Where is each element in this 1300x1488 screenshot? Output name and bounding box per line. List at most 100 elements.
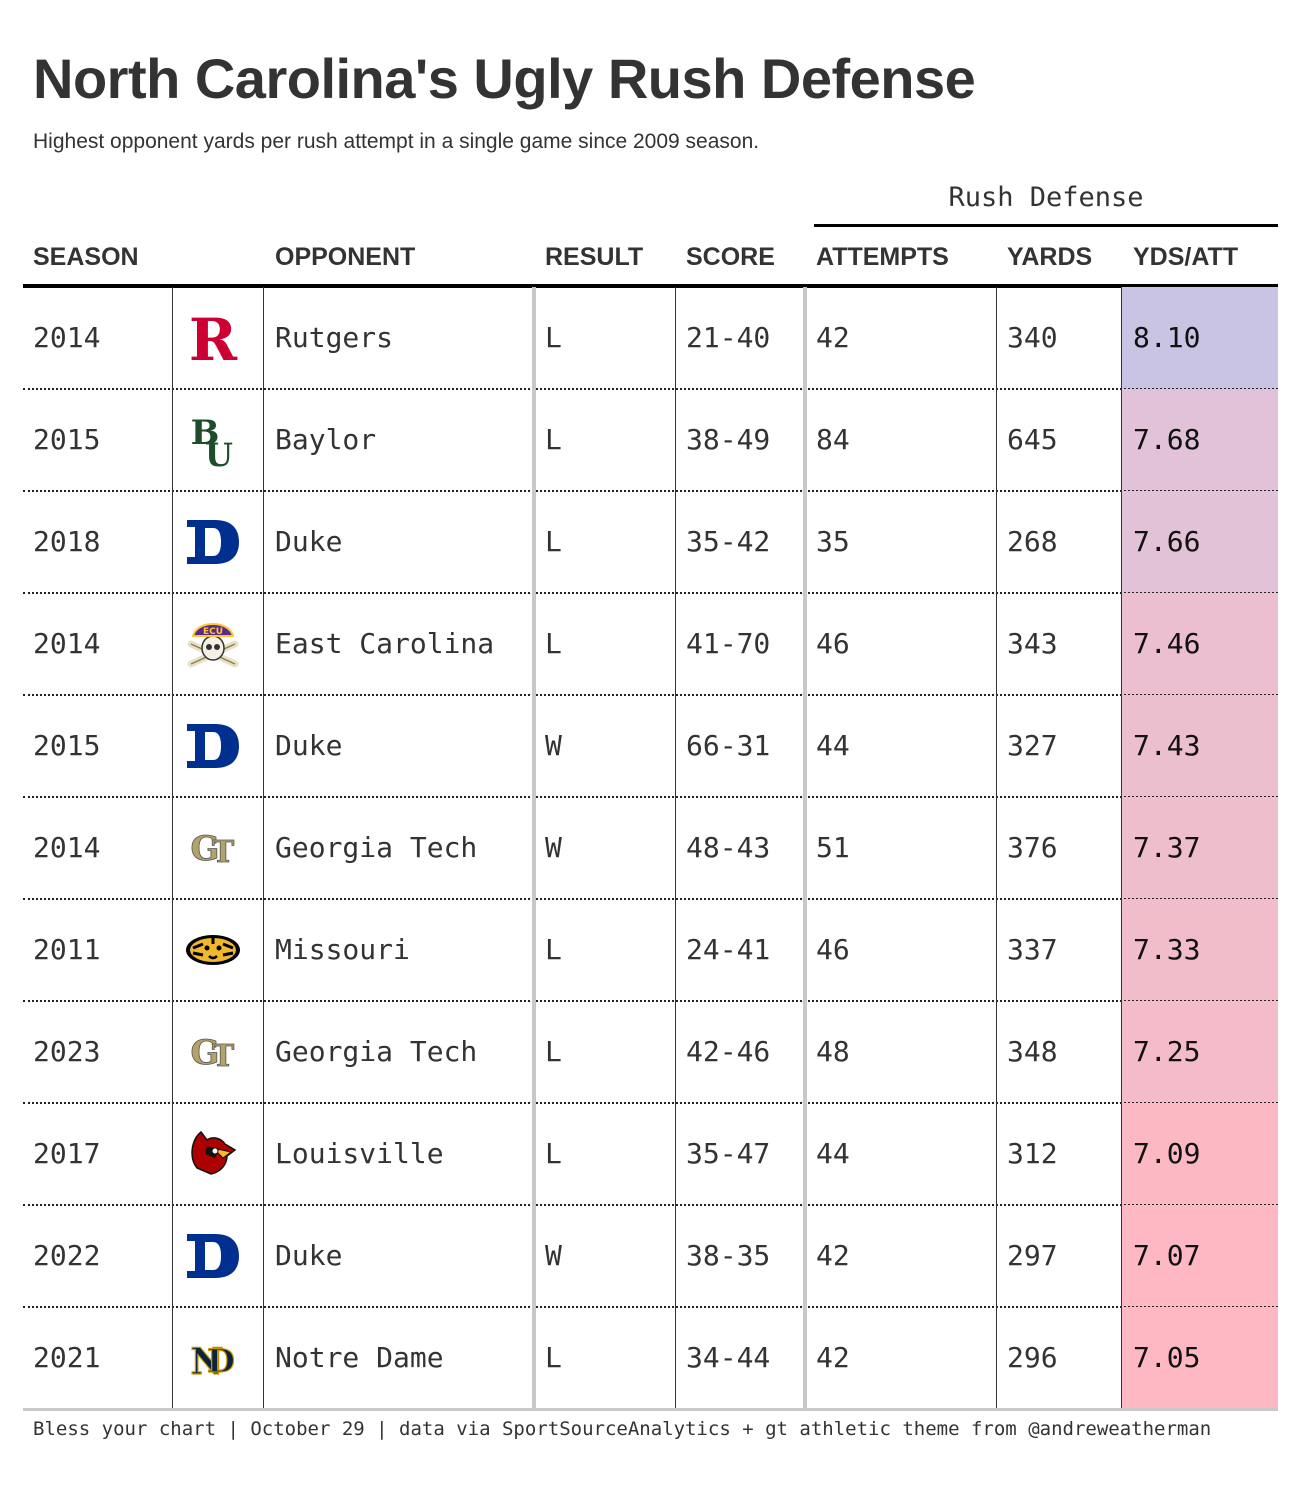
cell-attempts: 44 bbox=[816, 1137, 850, 1170]
cell-score: 38-49 bbox=[686, 423, 771, 456]
cell-result: L bbox=[545, 1035, 562, 1068]
cell-attempts: 42 bbox=[816, 321, 850, 354]
header-rule bbox=[23, 284, 1278, 288]
cell-score: 35-47 bbox=[686, 1137, 771, 1170]
missouri-logo-icon bbox=[183, 920, 243, 980]
row-separator bbox=[23, 1204, 1278, 1206]
ydsatt-color-cell bbox=[1122, 1205, 1278, 1307]
svg-text:B: B bbox=[191, 413, 220, 453]
cell-opponent: Notre Dame bbox=[275, 1341, 444, 1374]
cell-season: 2023 bbox=[33, 1035, 101, 1068]
table-row: 2011 Missouri L 24-41 46 337 7.33 bbox=[23, 899, 1278, 1002]
cell-ydsatt: 7.37 bbox=[1133, 831, 1201, 864]
cell-result: L bbox=[545, 525, 562, 558]
ydsatt-color-cell bbox=[1122, 593, 1278, 695]
cell-ydsatt: 7.07 bbox=[1133, 1239, 1201, 1272]
cell-ydsatt: 7.68 bbox=[1133, 423, 1201, 456]
rush-defense-spanner: Rush Defense bbox=[814, 180, 1278, 227]
ydsatt-color-cell bbox=[1122, 389, 1278, 491]
cell-ydsatt: 7.46 bbox=[1133, 627, 1201, 660]
svg-text:N: N bbox=[191, 1341, 224, 1383]
cell-attempts: 84 bbox=[816, 423, 850, 456]
ydsatt-color-cell bbox=[1122, 1001, 1278, 1103]
table-row: 2018 Duke L 35-42 35 268 7.66 bbox=[23, 491, 1278, 594]
cell-season: 2011 bbox=[33, 933, 101, 966]
ydsatt-color-cell bbox=[1122, 1307, 1278, 1409]
table-row: 2015 Duke W 66-31 44 327 7.43 bbox=[23, 695, 1278, 798]
table-row: 2022 Duke W 38-35 42 297 7.07 bbox=[23, 1205, 1278, 1308]
cell-ydsatt: 7.33 bbox=[1133, 933, 1201, 966]
cell-opponent: Baylor bbox=[275, 423, 377, 456]
cell-opponent: Georgia Tech bbox=[275, 831, 478, 864]
cell-season: 2014 bbox=[33, 321, 101, 354]
cell-yards: 348 bbox=[1007, 1035, 1058, 1068]
chart-footer: Bless your chart | October 29 | data via… bbox=[33, 1418, 1212, 1440]
cell-ydsatt: 7.66 bbox=[1133, 525, 1201, 558]
cell-season: 2015 bbox=[33, 423, 101, 456]
cell-season: 2018 bbox=[33, 525, 101, 558]
cell-season: 2021 bbox=[33, 1341, 101, 1374]
svg-text:ECU: ECU bbox=[203, 627, 223, 637]
cell-result: L bbox=[545, 321, 562, 354]
cell-attempts: 44 bbox=[816, 729, 850, 762]
table-row: N D 2021 Notre Dame L 34-44 42 296 7.05 bbox=[23, 1307, 1278, 1409]
row-separator bbox=[23, 694, 1278, 696]
table-row: G T 2023 Georgia Tech L 42-46 48 348 7.25 bbox=[23, 1001, 1278, 1104]
cell-result: L bbox=[545, 627, 562, 660]
cell-score: 41-70 bbox=[686, 627, 771, 660]
cell-opponent: Georgia Tech bbox=[275, 1035, 478, 1068]
cell-opponent: Duke bbox=[275, 729, 343, 762]
cell-attempts: 42 bbox=[816, 1341, 850, 1374]
divider-attempts-yards bbox=[996, 287, 997, 1409]
cell-opponent: Duke bbox=[275, 525, 343, 558]
ydsatt-color-cell bbox=[1122, 1103, 1278, 1205]
rutgers-logo-icon: R bbox=[183, 306, 243, 374]
divider-yards-ydsatt bbox=[1121, 287, 1122, 1409]
divider-logo-right bbox=[263, 287, 264, 1409]
duke-logo-icon bbox=[183, 1226, 243, 1286]
cell-score: 24-41 bbox=[686, 933, 771, 966]
row-separator bbox=[23, 898, 1278, 900]
row-separator bbox=[23, 592, 1278, 594]
cell-result: W bbox=[545, 1239, 562, 1272]
cell-ydsatt: 7.43 bbox=[1133, 729, 1201, 762]
svg-text:D: D bbox=[207, 1342, 235, 1380]
cell-yards: 376 bbox=[1007, 831, 1058, 864]
cell-yards: 340 bbox=[1007, 321, 1058, 354]
cell-opponent: Missouri bbox=[275, 933, 410, 966]
table-row: B U 2015 Baylor L 38-49 84 645 7.68 bbox=[23, 389, 1278, 492]
cell-yards: 337 bbox=[1007, 933, 1058, 966]
header-opponent: OPPONENT bbox=[275, 243, 416, 271]
cell-yards: 343 bbox=[1007, 627, 1058, 660]
header-result: RESULT bbox=[545, 243, 644, 271]
header-season: SEASON bbox=[33, 243, 139, 271]
cell-season: 2014 bbox=[33, 627, 101, 660]
row-separator bbox=[23, 1000, 1278, 1002]
table-row: G T 2014 Georgia Tech W 48-43 51 376 7.37 bbox=[23, 797, 1278, 900]
cell-season: 2015 bbox=[33, 729, 101, 762]
cell-ydsatt: 7.09 bbox=[1133, 1137, 1201, 1170]
cell-attempts: 51 bbox=[816, 831, 850, 864]
table-body: R 2014 Rutgers L 21-40 42 340 8.10 B U 2015 Baylor L… bbox=[23, 287, 1278, 1409]
cell-opponent: East Carolina bbox=[275, 627, 495, 660]
svg-text:T: T bbox=[212, 1039, 235, 1074]
cell-opponent: Duke bbox=[275, 1239, 343, 1272]
cell-result: L bbox=[545, 1137, 562, 1170]
east-carolina-logo-icon: ECU bbox=[183, 614, 243, 674]
table-row: ECU 2014 East Carolina L 41-70 46 343 7.46 bbox=[23, 593, 1278, 696]
cell-yards: 312 bbox=[1007, 1137, 1058, 1170]
ydsatt-color-cell bbox=[1122, 287, 1278, 389]
table-row: R 2014 Rutgers L 21-40 42 340 8.10 bbox=[23, 287, 1278, 390]
cell-score: 38-35 bbox=[686, 1239, 771, 1272]
ydsatt-color-cell bbox=[1122, 491, 1278, 593]
chart-subtitle: Highest opponent yards per rush attempt … bbox=[33, 130, 760, 153]
cell-result: L bbox=[545, 1341, 562, 1374]
cell-result: L bbox=[545, 423, 562, 456]
ydsatt-color-cell bbox=[1122, 899, 1278, 1001]
row-separator bbox=[23, 388, 1278, 390]
cell-yards: 296 bbox=[1007, 1341, 1058, 1374]
ydsatt-color-cell bbox=[1122, 797, 1278, 899]
cell-attempts: 46 bbox=[816, 933, 850, 966]
